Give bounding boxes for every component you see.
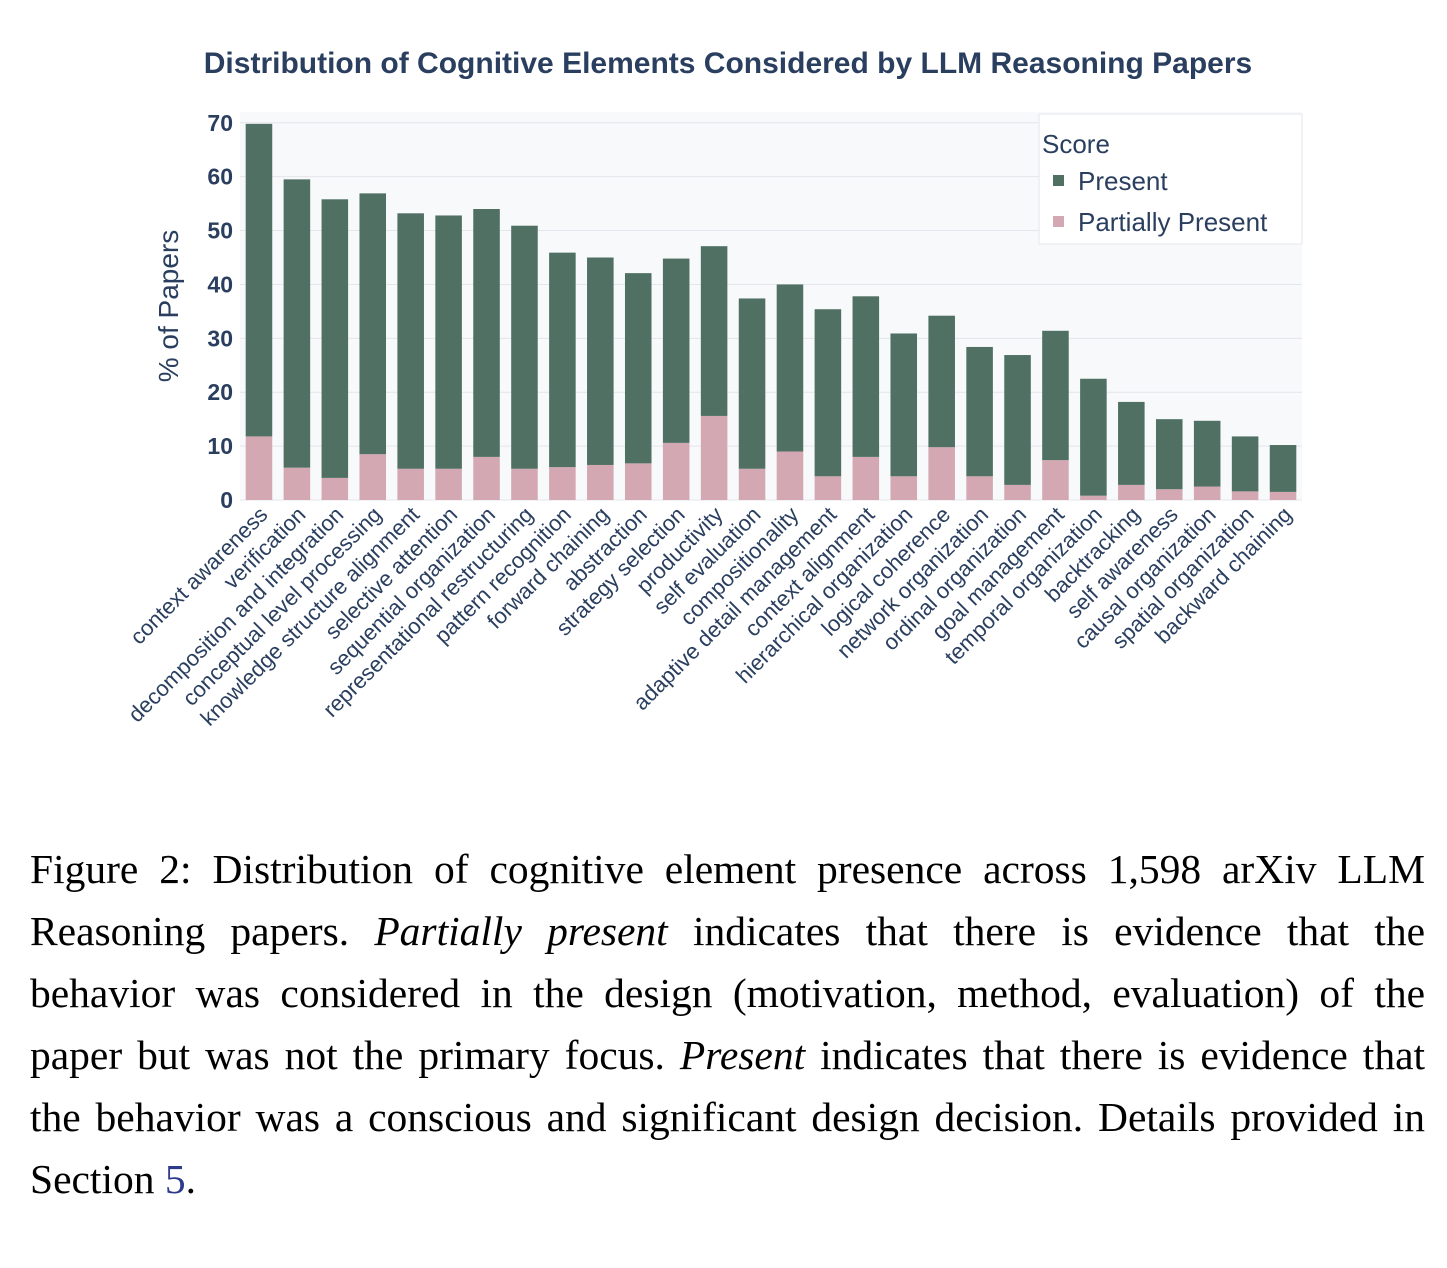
bar-partially-present-spatial-organization (1231, 491, 1259, 500)
y-tick-0: 0 (220, 487, 233, 513)
y-axis-title: % of Papers (153, 230, 184, 383)
legend-swatch-present (1053, 175, 1064, 186)
y-tick-40: 40 (207, 271, 233, 297)
bar-present-forward-chaining (587, 257, 614, 465)
bar-present-hierarchical-organization (890, 333, 918, 477)
bar-present-backward-chaining (1269, 445, 1297, 492)
bar-present-goal-management (1042, 330, 1069, 461)
bar-present-context-awareness (245, 123, 273, 437)
bar-present-verification (283, 179, 311, 468)
bar-partially-present-context-alignment (852, 456, 880, 500)
bar-present-context-alignment (852, 296, 880, 457)
bar-partially-present-strategy-selection (662, 442, 690, 500)
bar-present-productivity (700, 246, 728, 416)
caption-end: . (185, 1156, 196, 1202)
chart-title: Distribution of Cognitive Elements Consi… (204, 47, 1252, 80)
bar-present-strategy-selection (662, 258, 690, 443)
bar-present-pattern-recognition (549, 252, 576, 468)
bar-partially-present-backward-chaining (1269, 491, 1297, 500)
bar-partially-present-logical-coherence (928, 447, 955, 500)
bar-present-adaptive-detail-management (814, 309, 842, 477)
bar-partially-present-compositionality (776, 451, 804, 500)
bar-partially-present-temporal-organization (1080, 495, 1107, 500)
caption-term-present: Present (679, 1032, 806, 1078)
bar-partially-present-conceptual-level-processing (359, 454, 387, 500)
bar-present-abstraction (624, 273, 652, 464)
bar-partially-present-goal-management (1042, 460, 1069, 500)
bar-partially-present-representational-restructuring (511, 468, 538, 500)
bar-partially-present-productivity (700, 415, 728, 500)
bar-partially-present-context-awareness (245, 436, 273, 500)
bar-present-representational-restructuring (511, 225, 538, 469)
legend: Score Present Partially Present (1038, 113, 1303, 245)
bar-partially-present-causal-organization (1193, 486, 1221, 500)
bars (245, 123, 1297, 500)
bar-present-spatial-organization (1231, 436, 1259, 492)
legend-swatch-partially-present (1053, 216, 1064, 227)
caption-text-1: Distribution of cognitive element presen… (30, 846, 1426, 954)
bar-present-temporal-organization (1080, 378, 1107, 496)
bar-present-ordinal-organization (1004, 355, 1031, 485)
legend-label-partially-present: Partially Present (1078, 207, 1268, 237)
bar-partially-present-decomposition-and-integration (321, 477, 349, 500)
y-tick-50: 50 (207, 218, 233, 244)
y-tick-70: 70 (207, 110, 233, 136)
bar-partially-present-ordinal-organization (1004, 484, 1031, 500)
bar-partially-present-pattern-recognition (549, 467, 576, 500)
bar-present-compositionality (776, 284, 804, 452)
bar-present-network-organization (966, 346, 993, 477)
bar-present-conceptual-level-processing (359, 193, 387, 455)
bar-partially-present-selective-attention (435, 468, 462, 500)
bar-present-causal-organization (1193, 420, 1221, 487)
bar-partially-present-abstraction (624, 463, 652, 500)
bar-present-knowledge-structure-alignment (397, 213, 424, 469)
bar-partially-present-verification (283, 467, 311, 500)
y-tick-20: 20 (207, 379, 233, 405)
caption-text-2: indicates that there is evidence that th… (30, 908, 1425, 1078)
figure-caption: Figure 2: Distribution of cognitive elem… (30, 838, 1425, 1210)
bar-partially-present-adaptive-detail-management (814, 476, 842, 500)
legend-title: Score (1042, 129, 1110, 159)
bar-partially-present-backtracking (1118, 484, 1145, 500)
bar-partially-present-forward-chaining (587, 464, 614, 500)
chart: Distribution of Cognitive Elements Consi… (123, 47, 1303, 731)
y-tick-30: 30 (207, 325, 233, 351)
bar-present-selective-attention (435, 215, 462, 469)
caption-text-3: indicates that there is evidence that th… (30, 1032, 1426, 1202)
bar-partially-present-self-evaluation (738, 468, 766, 500)
y-tick-10: 10 (207, 433, 233, 459)
bar-present-self-awareness (1155, 419, 1183, 490)
bar-partially-present-self-awareness (1155, 489, 1183, 500)
bar-partially-present-hierarchical-organization (890, 476, 918, 500)
y-axis-ticks: 0 10 20 30 40 50 60 70 (207, 110, 233, 513)
caption-label: Figure 2: (30, 846, 192, 892)
bar-present-sequential-organization (473, 209, 500, 457)
x-axis-ticks: context awarenessverificationdecompositi… (123, 502, 1296, 731)
bar-present-self-evaluation (738, 298, 766, 469)
y-tick-60: 60 (207, 164, 233, 190)
bar-present-logical-coherence (928, 315, 955, 448)
bar-partially-present-network-organization (966, 476, 993, 500)
bar-partially-present-knowledge-structure-alignment (397, 468, 424, 500)
legend-label-present: Present (1078, 166, 1168, 196)
bar-partially-present-sequential-organization (473, 456, 500, 500)
legend-box (1038, 113, 1303, 245)
section-reference-link[interactable]: 5 (164, 1156, 186, 1202)
bar-present-decomposition-and-integration (321, 199, 349, 478)
bar-present-backtracking (1118, 401, 1145, 485)
caption-term-partially-present: Partially present (374, 908, 668, 954)
